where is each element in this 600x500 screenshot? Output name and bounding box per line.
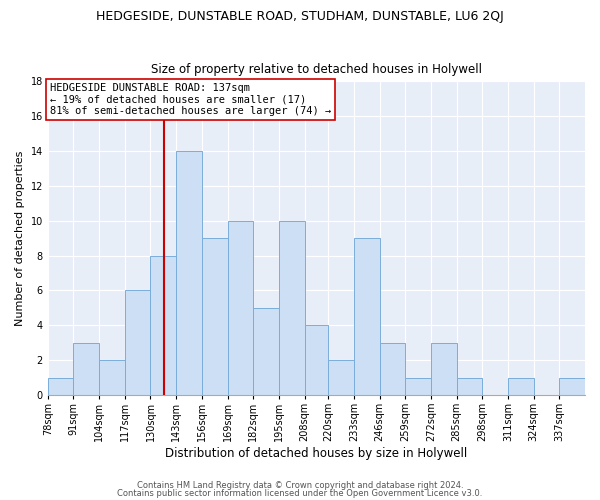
Bar: [48, 378, 73, 395]
Bar: [559, 378, 585, 395]
Y-axis label: Number of detached properties: Number of detached properties: [15, 150, 25, 326]
Text: Contains public sector information licensed under the Open Government Licence v3: Contains public sector information licen…: [118, 488, 482, 498]
Bar: [227, 220, 253, 395]
Bar: [176, 151, 202, 395]
Bar: [202, 238, 227, 395]
Title: Size of property relative to detached houses in Holywell: Size of property relative to detached ho…: [151, 63, 482, 76]
Bar: [431, 342, 457, 395]
Bar: [279, 220, 305, 395]
Bar: [151, 256, 176, 395]
Bar: [99, 360, 125, 395]
Text: HEDGESIDE, DUNSTABLE ROAD, STUDHAM, DUNSTABLE, LU6 2QJ: HEDGESIDE, DUNSTABLE ROAD, STUDHAM, DUNS…: [96, 10, 504, 23]
Text: HEDGESIDE DUNSTABLE ROAD: 137sqm
← 19% of detached houses are smaller (17)
81% o: HEDGESIDE DUNSTABLE ROAD: 137sqm ← 19% o…: [50, 83, 331, 116]
Bar: [305, 326, 328, 395]
Bar: [125, 290, 151, 395]
Bar: [354, 238, 380, 395]
Bar: [508, 378, 533, 395]
Bar: [328, 360, 354, 395]
Text: Contains HM Land Registry data © Crown copyright and database right 2024.: Contains HM Land Registry data © Crown c…: [137, 481, 463, 490]
Bar: [253, 308, 279, 395]
Bar: [380, 342, 405, 395]
Bar: [405, 378, 431, 395]
Bar: [457, 378, 482, 395]
X-axis label: Distribution of detached houses by size in Holywell: Distribution of detached houses by size …: [165, 447, 467, 460]
Bar: [73, 342, 99, 395]
